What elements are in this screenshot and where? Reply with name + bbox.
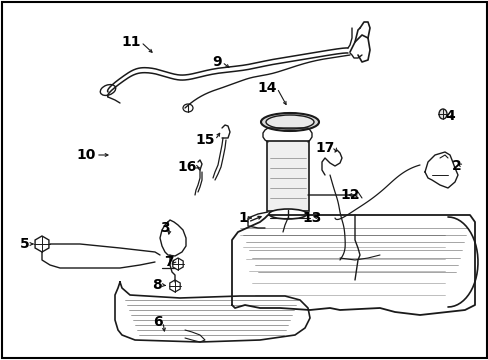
Text: 4: 4 — [445, 109, 454, 123]
Text: 9: 9 — [212, 55, 222, 69]
Text: 13: 13 — [302, 211, 321, 225]
Ellipse shape — [268, 209, 306, 219]
Text: 10: 10 — [77, 148, 96, 162]
Text: 17: 17 — [315, 141, 334, 155]
Text: 15: 15 — [195, 133, 215, 147]
Ellipse shape — [183, 104, 193, 112]
Text: 6: 6 — [153, 315, 163, 329]
FancyBboxPatch shape — [266, 141, 308, 211]
Text: 16: 16 — [177, 160, 197, 174]
Text: 7: 7 — [164, 255, 174, 269]
Text: 11: 11 — [121, 35, 141, 49]
Text: 2: 2 — [451, 159, 461, 173]
Text: 3: 3 — [160, 221, 170, 235]
Text: 8: 8 — [152, 278, 162, 292]
Text: 5: 5 — [20, 237, 30, 251]
Text: 14: 14 — [257, 81, 276, 95]
Ellipse shape — [100, 85, 116, 95]
Text: 1: 1 — [238, 211, 247, 225]
Ellipse shape — [261, 113, 318, 131]
Text: 12: 12 — [340, 188, 359, 202]
Ellipse shape — [438, 109, 446, 119]
Ellipse shape — [265, 115, 313, 129]
